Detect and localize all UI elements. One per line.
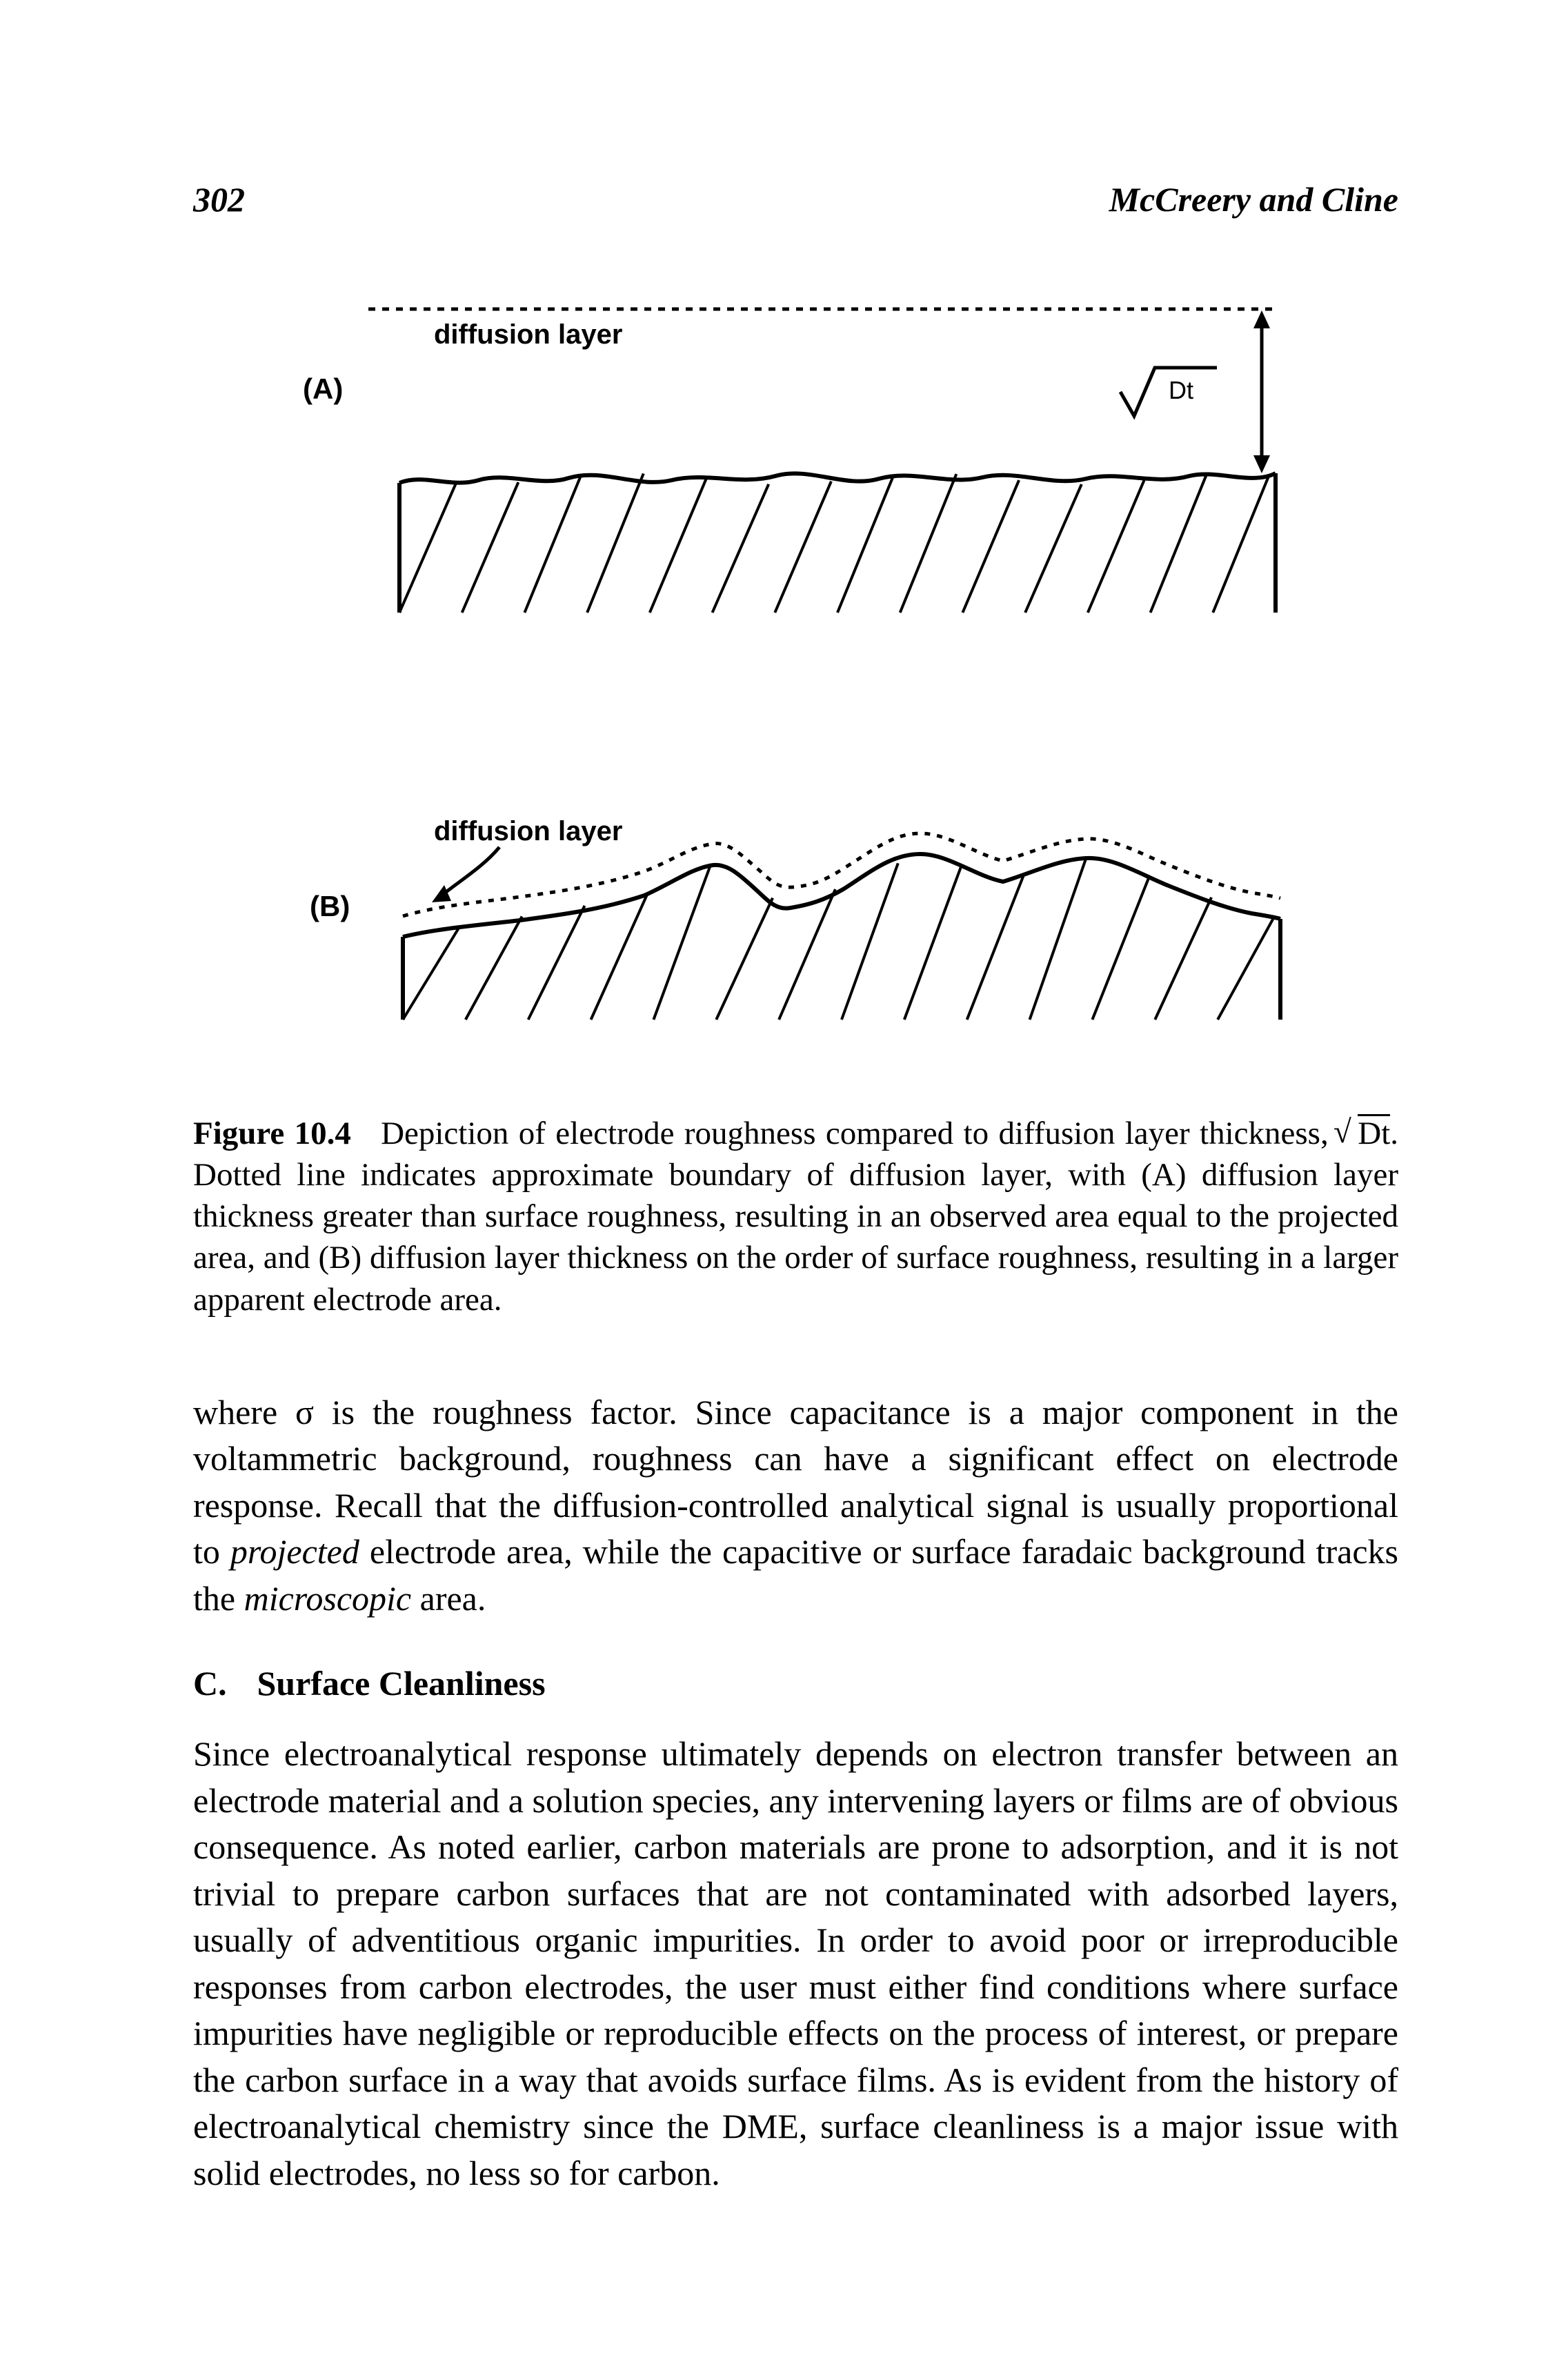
body-paragraph-1: where σ is the roughness factor. Since c… xyxy=(193,1389,1398,1623)
panel-b-hatching xyxy=(403,858,1274,1020)
section-heading: C. Surface Cleanliness xyxy=(193,1663,1398,1703)
page-number: 302 xyxy=(193,179,245,219)
panel-b-label: (B) xyxy=(310,890,350,922)
caption-sqrt: Dt xyxy=(1338,1113,1390,1154)
panel-b-arrow xyxy=(432,847,499,902)
panel-a-hatching xyxy=(399,473,1269,613)
section-title: Surface Cleanliness xyxy=(257,1664,546,1703)
body1-italic2: microscopic xyxy=(244,1579,412,1618)
panel-b-diffusion-text: diffusion layer xyxy=(434,816,622,846)
figure-10-4: diffusion layer (A) Dt xyxy=(272,281,1320,1078)
sqrt-dt-symbol: Dt xyxy=(1120,368,1217,416)
figure-svg: diffusion layer (A) Dt xyxy=(272,281,1320,1075)
panel-b-surface xyxy=(403,854,1280,937)
panel-a-diffusion-text: diffusion layer xyxy=(434,319,622,350)
vertical-arrow xyxy=(1253,310,1270,473)
body-paragraph-2: Since electroanalytical response ultimat… xyxy=(193,1731,1398,2196)
svg-text:Dt: Dt xyxy=(1169,376,1193,404)
figure-svg-wrap: diffusion layer (A) Dt xyxy=(272,281,1320,1078)
page-header: 302 McCreery and Cline xyxy=(193,179,1398,219)
body1-italic1: projected xyxy=(230,1532,359,1571)
figure-caption: Figure 10.4 Depiction of electrode rough… xyxy=(193,1113,1398,1320)
section-label: C. xyxy=(193,1663,248,1703)
body1-seg3: area. xyxy=(411,1579,486,1618)
page-container: 302 McCreery and Cline diffusion layer (… xyxy=(0,0,1557,2380)
caption-lead: Figure 10.4 xyxy=(193,1115,351,1151)
caption-text-1: Depiction of electrode roughness compare… xyxy=(381,1115,1338,1151)
header-authors: McCreery and Cline xyxy=(1109,179,1398,219)
panel-a-label: (A) xyxy=(303,373,343,405)
